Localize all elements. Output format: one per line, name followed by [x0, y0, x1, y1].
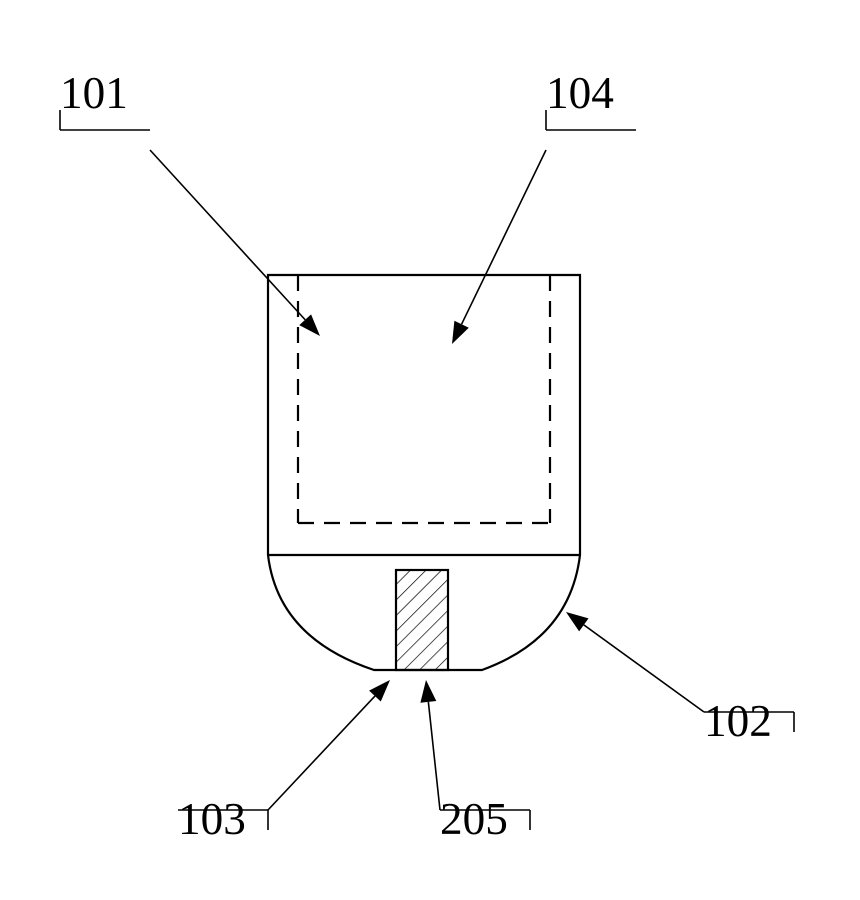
- callout-label-102: 102: [704, 696, 772, 746]
- callout-103: 103: [178, 680, 390, 844]
- leader-line: [584, 625, 704, 712]
- arrowhead-icon: [566, 612, 589, 631]
- callout-104: 104: [452, 68, 636, 344]
- callout-label-103: 103: [178, 794, 246, 844]
- callout-205: 205: [420, 680, 530, 844]
- arrowhead-icon: [452, 321, 469, 344]
- callout-label-205: 205: [440, 794, 508, 844]
- diagram-assembly: [268, 275, 580, 670]
- callout-102: 102: [566, 612, 794, 746]
- arrowhead-icon: [420, 680, 436, 703]
- leader-line: [268, 696, 375, 810]
- callout-101: 101: [60, 68, 320, 336]
- leader-line: [428, 702, 440, 810]
- leader-line: [462, 150, 546, 324]
- callout-label-104: 104: [546, 68, 614, 118]
- hatched-plug: [396, 570, 448, 670]
- leader-line: [150, 150, 305, 320]
- callout-label-101: 101: [60, 68, 128, 118]
